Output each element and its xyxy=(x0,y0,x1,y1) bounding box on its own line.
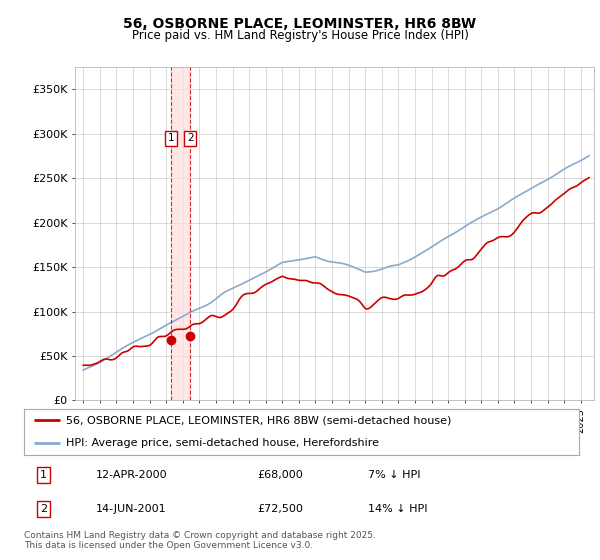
Text: 7% ↓ HPI: 7% ↓ HPI xyxy=(368,470,421,480)
Text: 2: 2 xyxy=(187,133,194,143)
Text: Price paid vs. HM Land Registry's House Price Index (HPI): Price paid vs. HM Land Registry's House … xyxy=(131,29,469,42)
Text: £72,500: £72,500 xyxy=(257,504,303,514)
Text: 56, OSBORNE PLACE, LEOMINSTER, HR6 8BW: 56, OSBORNE PLACE, LEOMINSTER, HR6 8BW xyxy=(124,17,476,31)
Text: £68,000: £68,000 xyxy=(257,470,303,480)
Text: HPI: Average price, semi-detached house, Herefordshire: HPI: Average price, semi-detached house,… xyxy=(65,438,379,448)
Text: 56, OSBORNE PLACE, LEOMINSTER, HR6 8BW (semi-detached house): 56, OSBORNE PLACE, LEOMINSTER, HR6 8BW (… xyxy=(65,416,451,425)
Bar xyxy=(170,67,190,400)
Text: 1: 1 xyxy=(167,133,174,143)
Text: 1: 1 xyxy=(40,470,47,480)
Text: 14% ↓ HPI: 14% ↓ HPI xyxy=(368,504,428,514)
Text: 2: 2 xyxy=(40,504,47,514)
Text: Contains HM Land Registry data © Crown copyright and database right 2025.
This d: Contains HM Land Registry data © Crown c… xyxy=(24,531,376,550)
Text: 14-JUN-2001: 14-JUN-2001 xyxy=(96,504,167,514)
Text: 12-APR-2000: 12-APR-2000 xyxy=(96,470,168,480)
